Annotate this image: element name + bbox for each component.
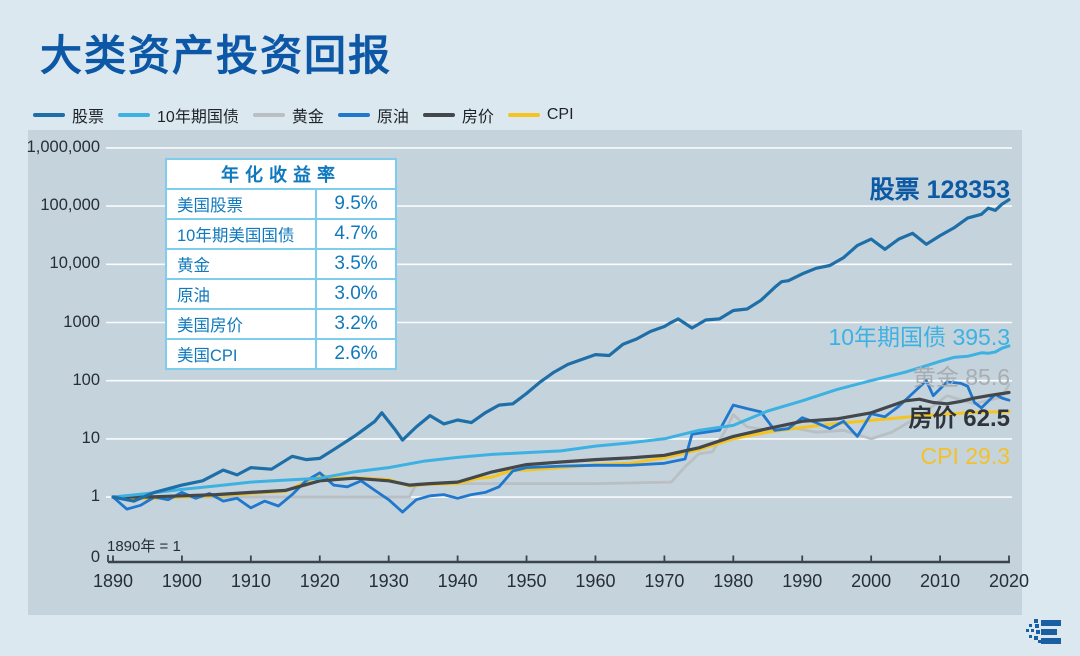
legend-label: CPI [546, 106, 574, 123]
x-tick-label: 1890 [92, 571, 134, 591]
legend-swatch [422, 113, 455, 117]
x-tick-label: 1930 [368, 571, 409, 591]
brand-logo [1026, 619, 1061, 644]
legend-label: 原油 [376, 109, 409, 126]
x-tick-label: 1990 [782, 571, 823, 591]
table-row: 美国房价 3.2% [165, 308, 397, 340]
table-row: 10年期美国国债 4.7% [165, 218, 397, 250]
x-tick-label: 2000 [851, 571, 892, 591]
y-tick-label: 100 [72, 370, 100, 389]
asset-name-cell: 美国股票 [165, 188, 317, 220]
legend-swatch [252, 113, 285, 117]
series-end-label-treasury: 10年期国债 395.3 [828, 324, 1010, 350]
x-tick-label: 1970 [644, 571, 685, 591]
y-axis-zero-label: 0 [90, 548, 100, 566]
legend-item: 原油 [337, 103, 409, 127]
annualized-returns-table: 年化收益率 美国股票 9.5% 10年期美国国债 4.7% 黄金 3.5% 原油 3.0% 美国… [165, 158, 397, 370]
legend: 股票 10年期国债 黄金 原油 房价 CPI [33, 103, 574, 127]
table-row: 美国CPI 2.6% [165, 338, 397, 370]
legend-label: 房价 [461, 109, 494, 126]
return-value-cell: 3.5% [315, 248, 397, 280]
legend-swatch [118, 113, 151, 117]
legend-item: 黄金 [252, 103, 324, 127]
x-tick-label: 1950 [506, 571, 547, 591]
legend-label: 黄金 [291, 109, 324, 126]
asset-name-cell: 美国房价 [165, 308, 317, 340]
legend-item: 股票 [33, 103, 104, 127]
series-end-label-stocks: 股票 128353 [869, 176, 1010, 204]
baseline-note: 1890年 = 1 [107, 538, 181, 555]
series-end-label-gold: 黄金 85.6 [912, 364, 1010, 390]
x-tick-label: 1960 [575, 571, 616, 591]
y-tick-label: 10,000 [49, 254, 100, 273]
y-tick-label: 100,000 [40, 196, 100, 215]
legend-label: 10年期国债 [157, 109, 239, 126]
legend-item: CPI [507, 106, 574, 124]
return-value-cell: 3.0% [315, 278, 397, 310]
y-tick-label: 10 [81, 428, 100, 447]
table-row: 美国股票 9.5% [165, 188, 397, 220]
return-value-cell: 4.7% [315, 218, 397, 250]
y-tick-label: 1000 [63, 312, 100, 331]
x-tick-label: 1910 [230, 571, 271, 591]
table-row: 原油 3.0% [165, 278, 397, 310]
asset-name-cell: 美国CPI [165, 338, 317, 370]
legend-item: 10年期国债 [118, 103, 239, 127]
series-end-label-cpi: CPI 29.3 [920, 443, 1011, 469]
y-tick-label: 1 [90, 487, 100, 506]
x-tick-label: 1940 [437, 571, 478, 591]
asset-name-cell: 黄金 [165, 248, 317, 280]
table-header: 年化收益率 [165, 158, 397, 190]
legend-item: 房价 [422, 103, 494, 127]
page-title: 大类资产投资回报 [40, 32, 393, 79]
x-tick-label: 2010 [920, 571, 961, 591]
x-tick-label: 1920 [299, 571, 340, 591]
return-value-cell: 2.6% [315, 338, 397, 370]
x-tick-label: 1980 [713, 571, 754, 591]
legend-swatch [507, 113, 540, 117]
y-tick-label: 1,000,000 [26, 137, 100, 156]
table-row: 黄金 3.5% [165, 248, 397, 280]
return-value-cell: 9.5% [315, 188, 397, 220]
asset-name-cell: 原油 [165, 278, 317, 310]
legend-label: 股票 [72, 109, 105, 126]
legend-swatch [337, 113, 370, 117]
x-tick-label: 2020 [988, 571, 1030, 591]
return-value-cell: 3.2% [315, 308, 397, 340]
x-tick-label: 1900 [161, 571, 202, 591]
series-end-label-house: 房价 62.5 [908, 405, 1010, 432]
legend-swatch [33, 113, 65, 117]
asset-name-cell: 10年期美国国债 [165, 218, 317, 250]
